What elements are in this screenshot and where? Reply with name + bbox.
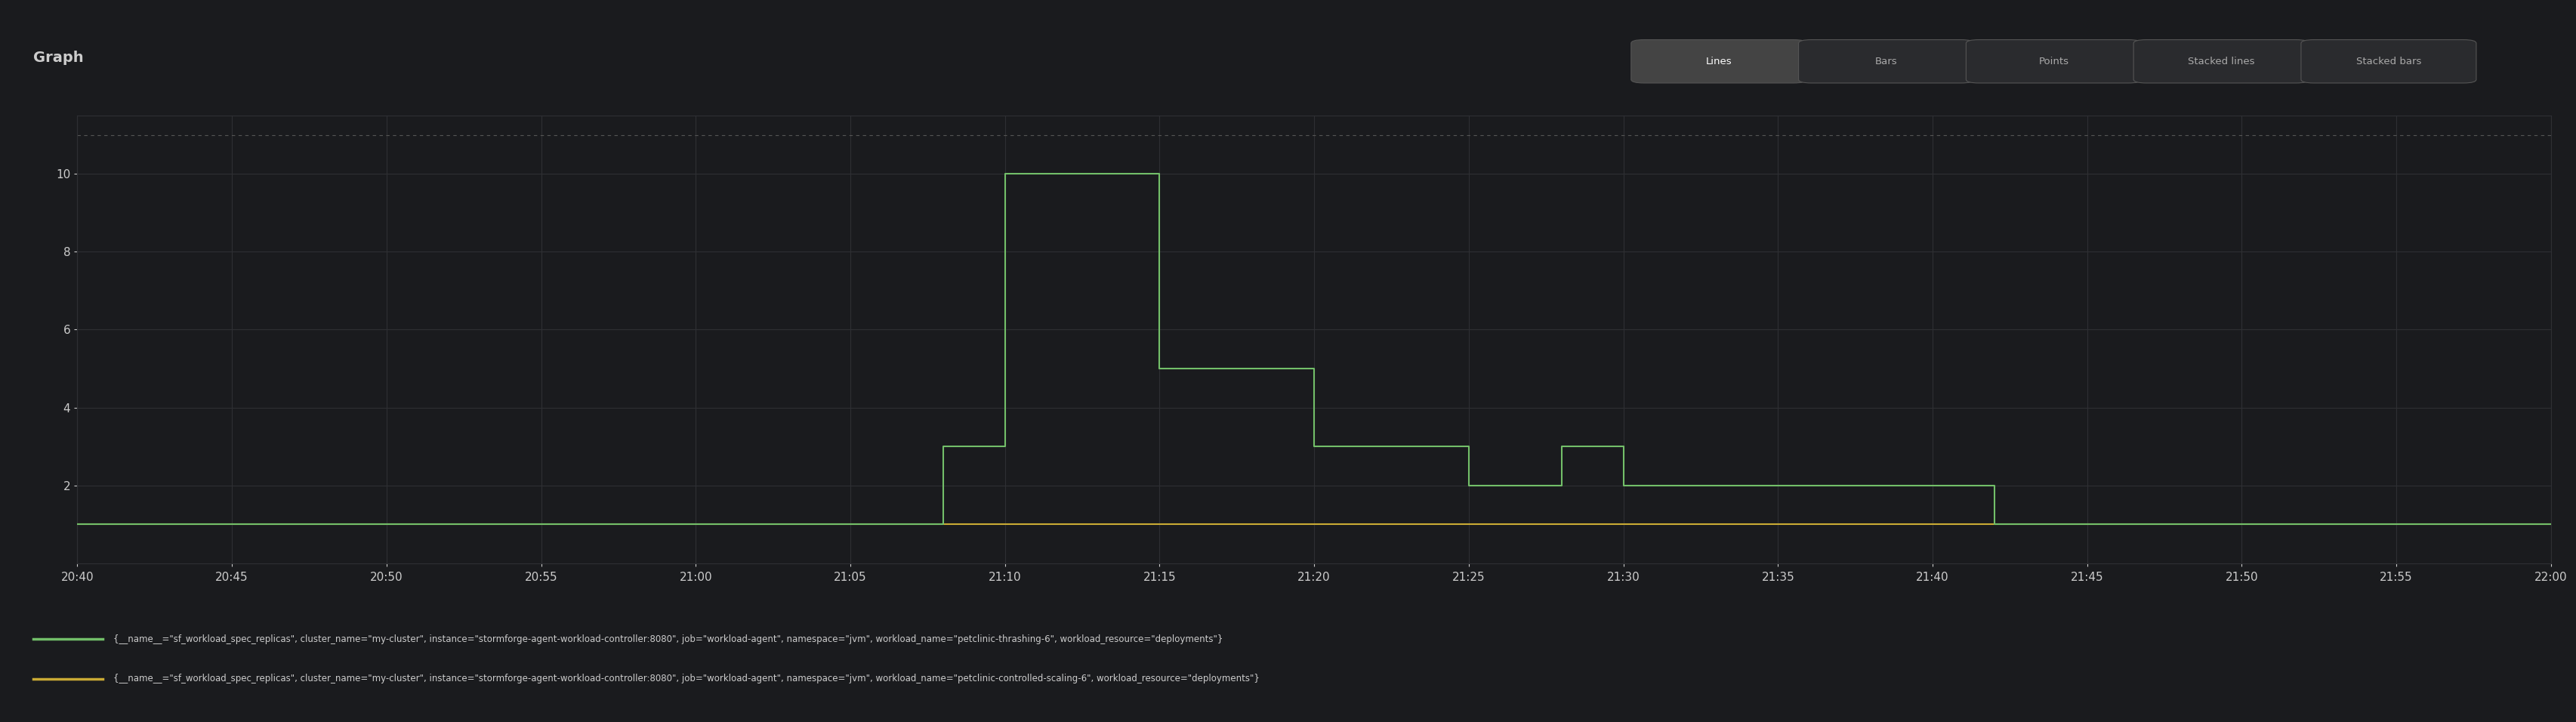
Text: Lines: Lines <box>1705 56 1731 66</box>
Text: Stacked lines: Stacked lines <box>2187 56 2254 66</box>
Text: Graph: Graph <box>33 51 85 65</box>
Text: {__name__="sf_workload_spec_replicas", cluster_name="my-cluster", instance="stor: {__name__="sf_workload_spec_replicas", c… <box>113 674 1260 684</box>
Text: Stacked bars: Stacked bars <box>2354 56 2421 66</box>
Text: {__name__="sf_workload_spec_replicas", cluster_name="my-cluster", instance="stor: {__name__="sf_workload_spec_replicas", c… <box>113 634 1224 644</box>
Text: Bars: Bars <box>1875 56 1896 66</box>
Text: Points: Points <box>2038 56 2069 66</box>
